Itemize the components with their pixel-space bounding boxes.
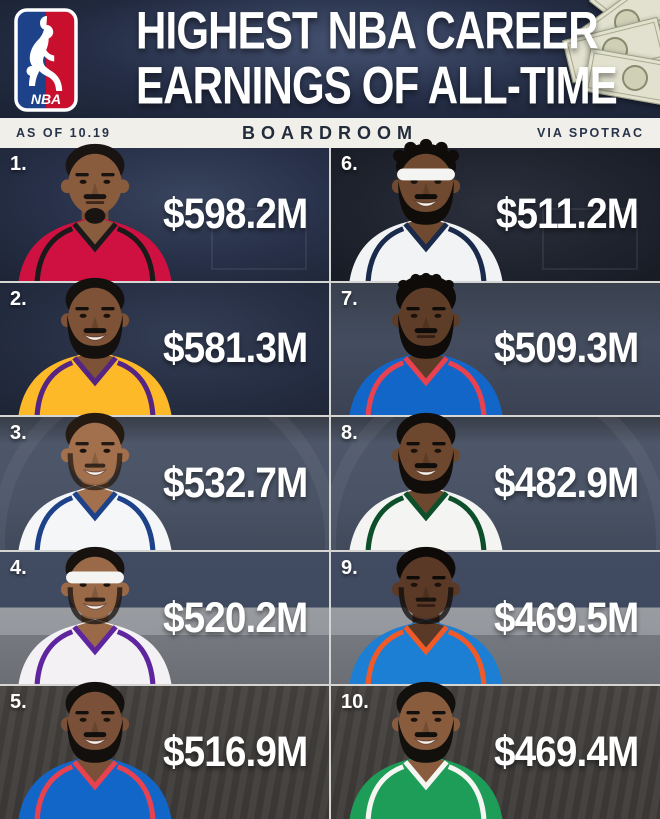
player-photo-anthony-davis: [333, 133, 519, 281]
ranking-column-left: 1. $598.2M 2. $581.3M: [0, 143, 329, 819]
nba-logo-text: NBA: [31, 91, 61, 107]
earnings-amount: $469.5M: [494, 593, 639, 642]
nba-logo: NBA: [14, 8, 78, 112]
player-photo-paul-george: [2, 671, 188, 819]
player-cell-kevin-durant: 1. $598.2M: [0, 143, 329, 281]
player-cell-damian-lillard: 8. $482.9M: [331, 412, 660, 550]
earnings-amount: $482.9M: [494, 458, 639, 507]
nba-player-silhouette: [29, 16, 63, 91]
player-cell-paul-george: 5. $516.9M: [0, 681, 329, 819]
face: [68, 691, 122, 753]
title-line-1: HIGHEST NBA CAREER: [136, 0, 599, 61]
headband: [397, 168, 455, 180]
rank-number: 6.: [341, 153, 358, 175]
player-photo-lebron-james: [2, 267, 188, 416]
player-cell-stephen-curry: 3. $532.7M: [0, 412, 329, 550]
basketball-in-logo: [26, 66, 37, 76]
player-photo-jayson-tatum: [333, 671, 519, 819]
player-photo-shai-gilgeous-alexander: [333, 536, 519, 685]
face: [68, 153, 122, 215]
rank-number: 2.: [10, 287, 27, 310]
player-cell-joel-embiid: 7. $509.3M: [331, 273, 660, 416]
rank-number: 7.: [341, 287, 358, 310]
player-photo-stephen-curry: [2, 402, 188, 550]
poster-title: HIGHEST NBA CAREER EARNINGS OF ALL-TIME: [136, 0, 618, 116]
earnings-amount: $516.9M: [163, 728, 308, 777]
rank-number: 3.: [10, 422, 27, 445]
face: [399, 422, 453, 484]
rank-number: 4.: [10, 556, 27, 579]
player-photo-joel-embiid: [333, 267, 519, 416]
meta-bar: AS OF 10.19 BOARDROOM VIA SPOTRAC: [0, 118, 660, 148]
player-cell-anthony-davis: 6. $511.2M: [331, 138, 660, 281]
ranking-column-right: 6. $511.2M 7. $509.3M: [331, 138, 660, 819]
source-label: VIA SPOTRAC: [537, 126, 644, 140]
player-photo-devin-booker: [2, 536, 188, 685]
header: NBA HIGHEST NBA CAREER EARNINGS OF ALL-T…: [0, 0, 660, 118]
ranking-grid: 1. $598.2M 2. $581.3M: [0, 138, 660, 819]
earnings-amount: $509.3M: [494, 324, 639, 373]
face: [399, 691, 453, 753]
face: [399, 287, 453, 350]
rank-number: 8.: [341, 422, 358, 445]
earnings-amount: $520.2M: [163, 593, 308, 642]
headband: [66, 571, 124, 584]
rank-number: 10.: [341, 691, 369, 714]
player-photo-damian-lillard: [333, 402, 519, 550]
rank-number: 5.: [10, 691, 27, 714]
as-of-label: AS OF 10.19: [16, 126, 111, 140]
rank-number: 1.: [10, 153, 27, 175]
player-cell-jayson-tatum: 10. $469.4M: [331, 681, 660, 819]
face: [399, 557, 453, 619]
earnings-amount: $581.3M: [163, 324, 308, 373]
earnings-amount: $598.2M: [163, 189, 308, 238]
face: [68, 422, 122, 484]
earnings-amount: $532.7M: [163, 458, 308, 507]
player-cell-devin-booker: 4. $520.2M: [0, 547, 329, 685]
player-cell-shai-gilgeous-alexander: 9. $469.5M: [331, 547, 660, 685]
rank-number: 9.: [341, 556, 358, 579]
player-photo-kevin-durant: [2, 133, 188, 281]
face: [68, 287, 122, 350]
title-line-2: EARNINGS OF ALL-TIME: [136, 55, 618, 116]
boardroom-wordmark: BOARDROOM: [242, 122, 418, 143]
earnings-amount: $469.4M: [494, 728, 639, 777]
earnings-amount: $511.2M: [495, 189, 638, 238]
player-cell-lebron-james: 2. $581.3M: [0, 278, 329, 416]
